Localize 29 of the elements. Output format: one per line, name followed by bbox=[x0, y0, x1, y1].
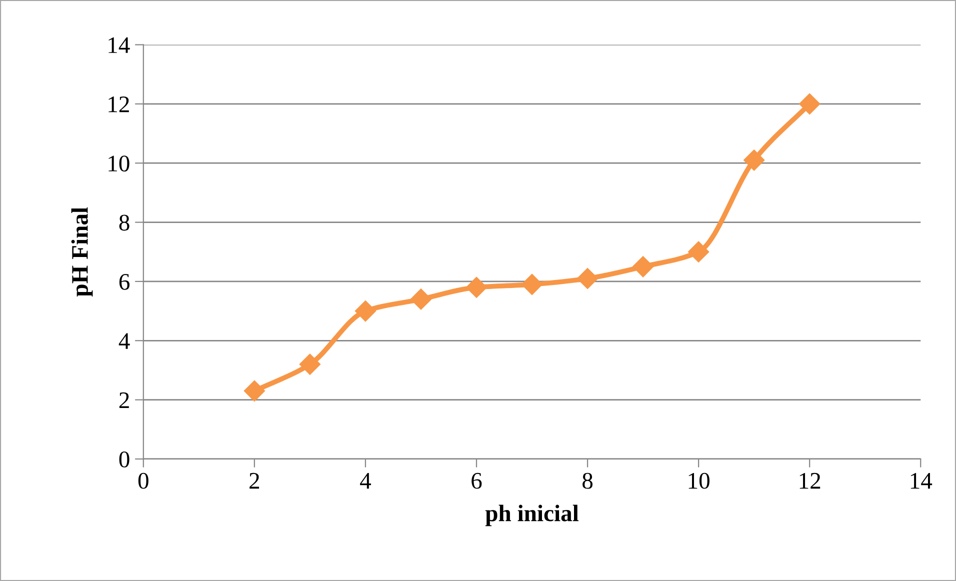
point bbox=[744, 150, 765, 171]
point bbox=[799, 93, 820, 114]
point bbox=[688, 241, 710, 262]
y-tick-label: 14 bbox=[108, 37, 130, 53]
x-tick-label: 8 bbox=[582, 472, 593, 489]
x-tick-label: 12 bbox=[800, 472, 820, 489]
x-axis-title: ph inicial bbox=[485, 504, 579, 526]
x-tick-label: 10 bbox=[688, 472, 710, 489]
y-tick-label: 0 bbox=[119, 451, 130, 468]
x-tick-label: 0 bbox=[138, 472, 148, 489]
point bbox=[522, 274, 543, 295]
point bbox=[632, 256, 654, 278]
point bbox=[354, 300, 376, 322]
y-axis-title: pH Final bbox=[71, 207, 93, 296]
x-tick-label: 2 bbox=[250, 472, 260, 489]
point bbox=[466, 276, 488, 298]
point bbox=[244, 380, 265, 402]
y-tick-label: 4 bbox=[118, 333, 130, 349]
y-tick-label: 6 bbox=[119, 274, 130, 290]
y-tick-label: 2 bbox=[119, 392, 129, 408]
x-tick-label: 14 bbox=[910, 472, 932, 489]
point bbox=[577, 268, 598, 290]
y-tick-label: 8 bbox=[119, 214, 130, 231]
x-tick-label: 6 bbox=[472, 472, 482, 489]
y-tick-label: 12 bbox=[108, 96, 129, 112]
x-tick-label: 4 bbox=[360, 473, 371, 489]
y-tick-label: 10 bbox=[108, 156, 130, 172]
point bbox=[299, 354, 320, 375]
point bbox=[410, 288, 432, 310]
